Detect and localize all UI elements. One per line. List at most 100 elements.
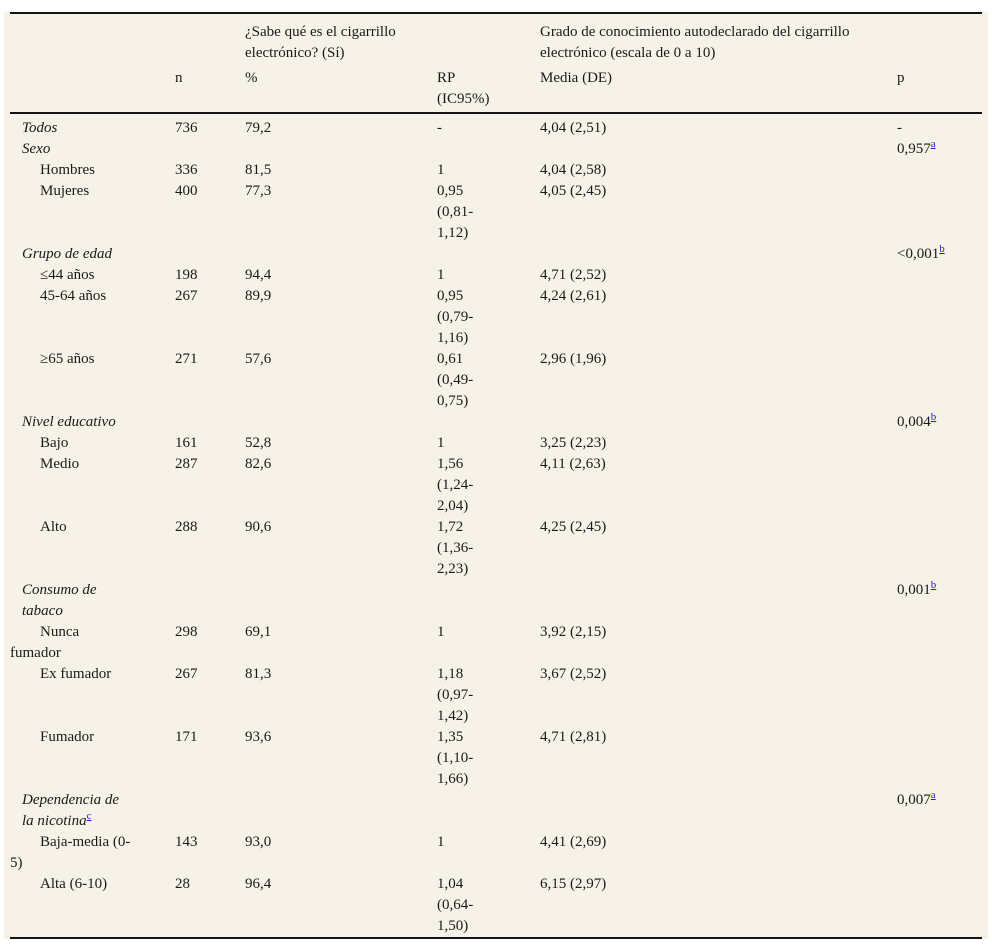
rp-value [437,412,540,433]
n-value: 400 [175,183,198,199]
pct-value: 89,9 [245,288,272,304]
pct-value [245,580,437,622]
rp-value: 1 [437,162,445,178]
row-label: Mujeres [40,183,90,199]
table-row: Nunca fumador 298 69,1 1 3,92 (2,15) [10,622,982,664]
media-value: 4,71 (2,52) [540,267,607,283]
pct-value: 93,6 [245,729,272,745]
table-row: ≥65 años 271 57,6 0,61 (0,49- 0,75) 2,96… [10,349,982,412]
column-header-row: n % RP (IC95%) Media (DE) p [10,66,982,113]
table-row: Grupo de edad <0,001b [10,244,982,265]
rp-value: 1,18 (0,97- 1,42) [437,666,474,724]
table-row: Nivel educativo 0,004b [10,412,982,433]
row-label-cell: Nunca fumador [10,622,175,664]
table-container: ¿Sabe qué es el cigarrillo electrónico? … [4,12,988,939]
n-value: 171 [175,729,198,745]
pct-value: 77,3 [245,183,272,199]
p-value-cell [897,622,982,664]
row-label-cell: Medio [10,454,175,517]
media-value: 4,71 (2,81) [540,729,607,745]
n-value: 336 [175,162,198,178]
n-value: 736 [175,120,198,136]
row-label-cell: Hombres [10,160,175,181]
column-header-media: Media (DE) [540,70,613,86]
n-value: 287 [175,456,198,472]
media-value [540,580,897,622]
rp-value: 1 [437,624,445,640]
row-label-cell: Todos [10,113,175,139]
footnote-link[interactable]: b [939,244,945,255]
rp-value: 1 [437,267,445,283]
table-row: Alta (6-10) 28 96,4 1,04 (0,64- 1,50) 6,… [10,874,982,938]
row-label-cell: Bajo [10,433,175,454]
row-label-cell: ≥65 años [10,349,175,412]
n-value: 271 [175,351,198,367]
n-value: 288 [175,519,198,535]
empty-header-cell [10,66,175,113]
n-value: 198 [175,267,198,283]
row-label-cell: Mujeres [10,181,175,244]
media-value: 4,11 (2,63) [540,456,606,472]
table-row: ≤44 años 198 94,4 1 4,71 (2,52) [10,265,982,286]
group-header-knows-cell: ¿Sabe qué es el cigarrillo electrónico? … [245,13,540,66]
media-value [540,244,897,265]
n-value [175,412,245,433]
p-value-cell: - [897,113,982,139]
row-label-cell: Sexo [10,139,175,160]
column-header-p: p [897,70,905,86]
footnote-link[interactable]: b [930,580,937,591]
p-value-cell [897,664,982,727]
p-value-cell [897,349,982,412]
p-value-cell [897,727,982,790]
media-value [540,412,897,433]
footnote-link[interactable]: a [930,139,936,150]
table-row: Todos 736 79,2 - 4,04 (2,51) - [10,113,982,139]
pct-value: 96,4 [245,876,272,892]
row-label-cell: Baja-media (0- 5) [10,832,175,874]
row-label: Fumador [40,729,95,745]
row-label: Nunca fumador [10,624,80,661]
rp-value: 1,56 (1,24- 2,04) [437,456,474,514]
table-row: Fumador 171 93,6 1,35 (1,10- 1,66) 4,71 … [10,727,982,790]
p-value-cell: 0,007a [897,790,982,832]
p-value-cell [897,517,982,580]
table-row: Consumo de tabaco 0,001b [10,580,982,622]
p-value: <0,001 [897,246,940,262]
table-body: Todos 736 79,2 - 4,04 (2,51) - Sexo 0,95… [10,113,982,938]
n-value: 28 [175,876,190,892]
row-label-cell: Dependencia de la nicotinac [10,790,175,832]
row-label: Bajo [40,435,69,451]
p-value-cell [897,874,982,938]
row-label: Hombres [40,162,95,178]
row-label-cell: Alta (6-10) [10,874,175,938]
p-value-cell [897,265,982,286]
media-value [540,139,897,160]
p-value-cell [897,454,982,517]
rp-value: 1,35 (1,10- 1,66) [437,729,474,787]
empty-header-cell [175,13,245,66]
pct-value: 57,6 [245,351,272,367]
pct-value [245,139,437,160]
rp-value: 1 [437,435,445,451]
table-row: Dependencia de la nicotinac 0,007a [10,790,982,832]
pct-value: 94,4 [245,267,272,283]
rp-value: 1,04 (0,64- 1,50) [437,876,474,934]
group-header-knowledge: Grado de conocimiento autodeclarado del … [540,24,850,61]
row-label: ≥65 años [40,351,95,367]
n-value: 267 [175,666,198,682]
pct-value [245,790,437,832]
media-value: 4,04 (2,51) [540,120,607,136]
p-value-cell [897,433,982,454]
media-value: 4,41 (2,69) [540,834,607,850]
footnote-link[interactable]: c [86,810,92,822]
empty-header-cell [10,13,175,66]
stats-table: ¿Sabe qué es el cigarrillo electrónico? … [10,12,982,939]
rp-value [437,244,540,265]
media-value: 3,25 (2,23) [540,435,607,451]
pct-value: 82,6 [245,456,272,472]
p-value: - [897,120,902,136]
pct-value: 81,5 [245,162,272,178]
media-value: 4,25 (2,45) [540,519,607,535]
footnote-link[interactable]: a [930,790,936,801]
footnote-link[interactable]: b [930,412,937,423]
